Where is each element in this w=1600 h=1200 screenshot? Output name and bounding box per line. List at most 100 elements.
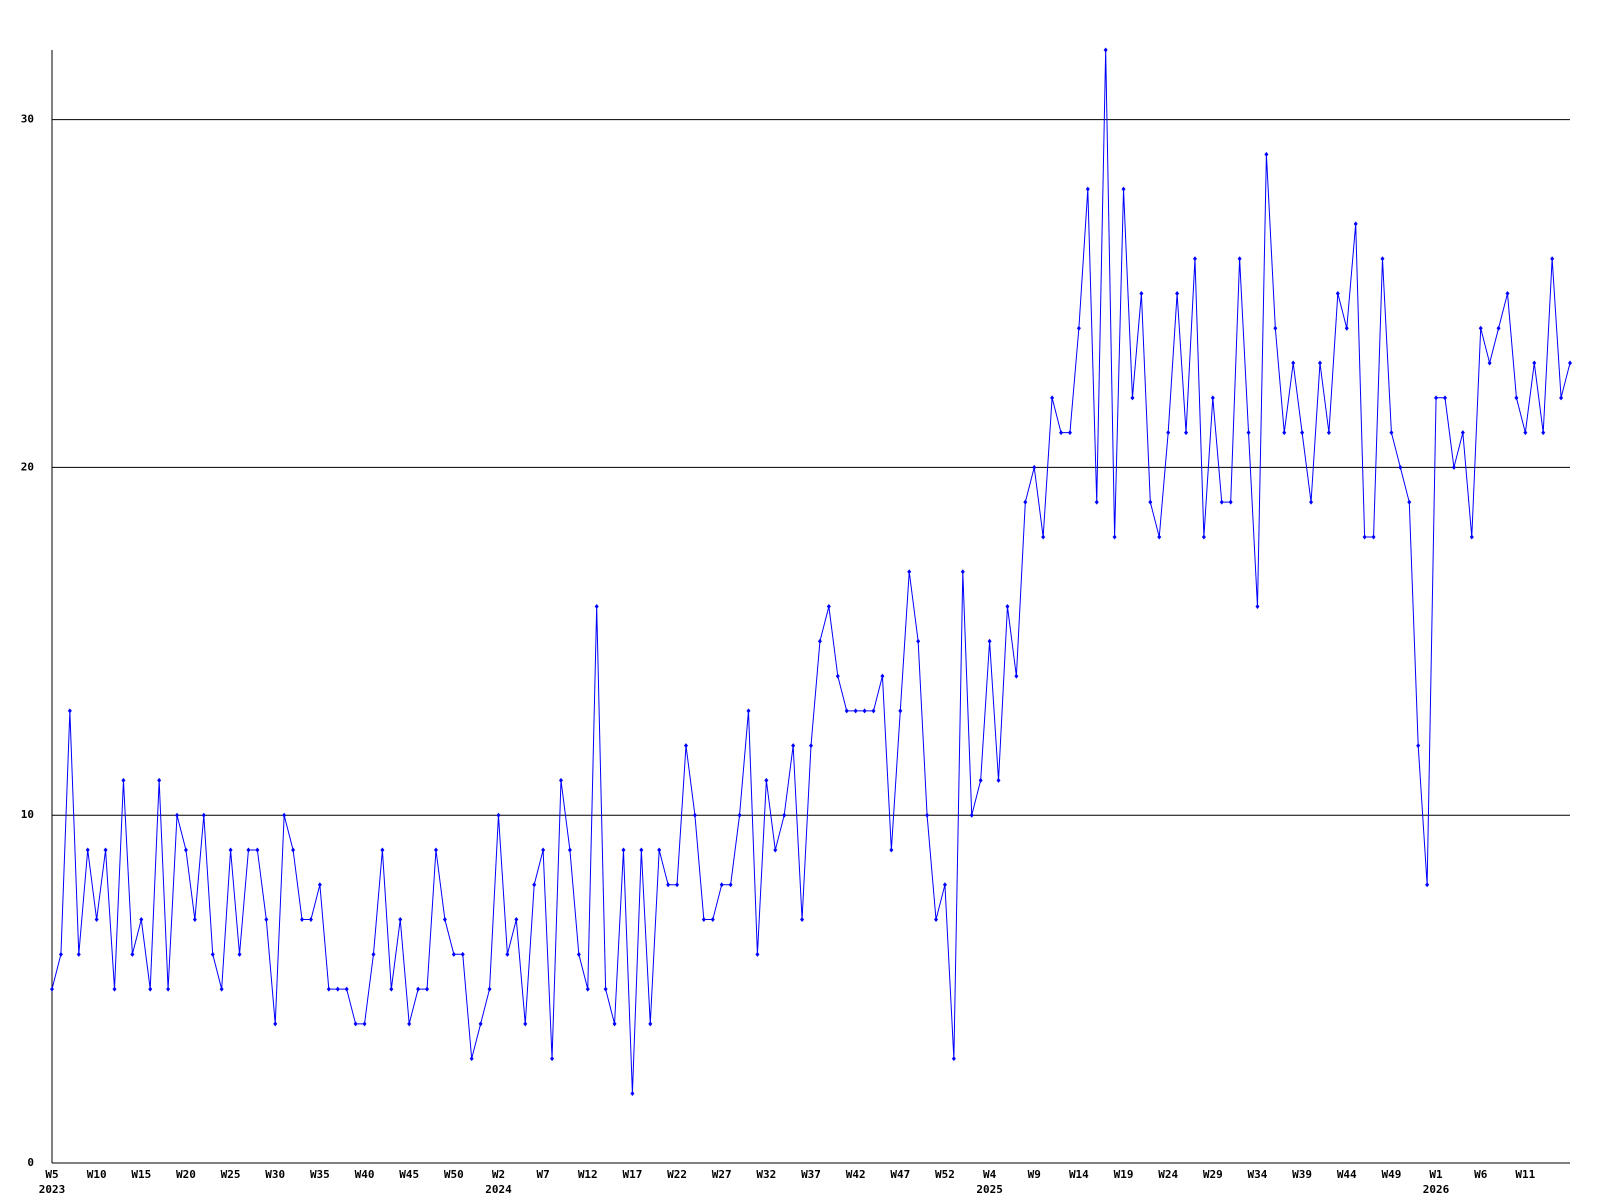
point-marker <box>1264 151 1269 157</box>
point-marker <box>942 882 947 888</box>
point-marker <box>630 1090 635 1096</box>
point-marker <box>1407 499 1412 505</box>
point-marker <box>934 917 939 923</box>
point-marker <box>175 812 180 818</box>
point-marker <box>728 882 733 888</box>
point-marker <box>398 917 403 923</box>
point-marker <box>907 569 912 575</box>
point-marker <box>1460 430 1465 436</box>
point-marker <box>1371 534 1376 540</box>
x-tick-label: W37 <box>801 1168 821 1181</box>
point-marker <box>308 917 313 923</box>
point-marker <box>1067 430 1072 436</box>
point-marker <box>1425 882 1430 888</box>
x-tick-label: W4 <box>983 1168 997 1181</box>
point-marker <box>219 986 224 992</box>
x-tick-label: W17 <box>622 1168 642 1181</box>
point-marker <box>1505 290 1510 296</box>
point-marker <box>1192 256 1197 262</box>
point-marker <box>1157 534 1162 540</box>
x-tick-label: W2 <box>492 1168 505 1181</box>
point-marker <box>1228 499 1233 505</box>
x-tick-label: W14 <box>1069 1168 1089 1181</box>
point-marker <box>1041 534 1046 540</box>
point-marker <box>85 847 90 853</box>
point-marker <box>255 847 260 853</box>
point-marker <box>1335 290 1340 296</box>
point-marker <box>1559 395 1564 401</box>
point-marker <box>291 847 296 853</box>
point-marker <box>237 951 242 957</box>
point-marker <box>478 1021 483 1027</box>
point-marker <box>1451 464 1456 470</box>
x-tick-label: W45 <box>399 1168 419 1181</box>
y-tick-label: 0 <box>27 1156 34 1169</box>
point-marker <box>1416 743 1421 749</box>
point-marker <box>1175 290 1180 296</box>
point-marker <box>300 917 305 923</box>
point-marker <box>192 917 197 923</box>
point-marker <box>1246 430 1251 436</box>
x-tick-label: W6 <box>1474 1168 1488 1181</box>
point-marker <box>50 986 54 992</box>
x-tick-label: W29 <box>1203 1168 1223 1181</box>
point-marker <box>1005 604 1010 609</box>
point-marker <box>246 847 251 853</box>
point-marker <box>692 812 697 818</box>
x-tick-label: W52 <box>935 1168 955 1181</box>
point-marker <box>469 1056 474 1062</box>
point-marker <box>460 951 465 957</box>
x-tick-label: W30 <box>265 1168 285 1181</box>
x-tick-label: W20 <box>176 1168 196 1181</box>
point-marker <box>1550 256 1555 262</box>
point-marker <box>1309 499 1314 505</box>
point-marker <box>130 951 135 957</box>
point-marker <box>1380 256 1385 262</box>
point-marker <box>710 917 715 923</box>
series-line <box>51 49 1571 1094</box>
point-marker <box>1094 499 1099 505</box>
point-marker <box>1130 395 1135 401</box>
point-marker <box>1184 430 1189 436</box>
point-marker <box>1282 430 1287 436</box>
point-marker <box>326 986 331 992</box>
y-tick-label: 30 <box>21 113 34 126</box>
point-marker <box>1237 256 1242 262</box>
point-marker <box>1398 464 1403 470</box>
point-marker <box>344 986 349 992</box>
point-marker <box>1568 360 1572 366</box>
x-tick-label: W39 <box>1292 1168 1312 1181</box>
point-marker <box>594 604 599 609</box>
point-marker <box>558 777 563 783</box>
point-marker <box>451 951 456 957</box>
point-marker <box>773 847 778 853</box>
point-marker <box>1023 499 1028 505</box>
point-marker <box>1362 534 1367 540</box>
point-marker <box>960 569 965 575</box>
point-marker <box>67 708 72 714</box>
point-marker <box>809 743 813 749</box>
point-marker <box>183 847 188 853</box>
point-marker <box>201 812 206 818</box>
y-tick-label: 10 <box>21 808 34 821</box>
point-marker <box>889 847 894 853</box>
point-marker <box>1523 430 1528 436</box>
point-marker <box>701 917 706 923</box>
point-marker <box>1059 430 1064 436</box>
point-marker <box>1219 499 1224 505</box>
point-marker <box>925 812 930 818</box>
point-marker <box>228 847 233 853</box>
point-marker <box>157 777 162 783</box>
point-marker <box>585 986 590 992</box>
point-marker <box>951 1056 956 1062</box>
point-marker <box>1050 395 1055 401</box>
point-marker <box>576 951 581 957</box>
x-tick-label: W49 <box>1381 1168 1401 1181</box>
point-marker <box>103 847 108 853</box>
point-marker <box>1541 430 1546 436</box>
point-marker <box>826 604 831 609</box>
point-marker <box>487 986 492 992</box>
point-marker <box>139 917 144 923</box>
point-marker <box>666 882 671 888</box>
